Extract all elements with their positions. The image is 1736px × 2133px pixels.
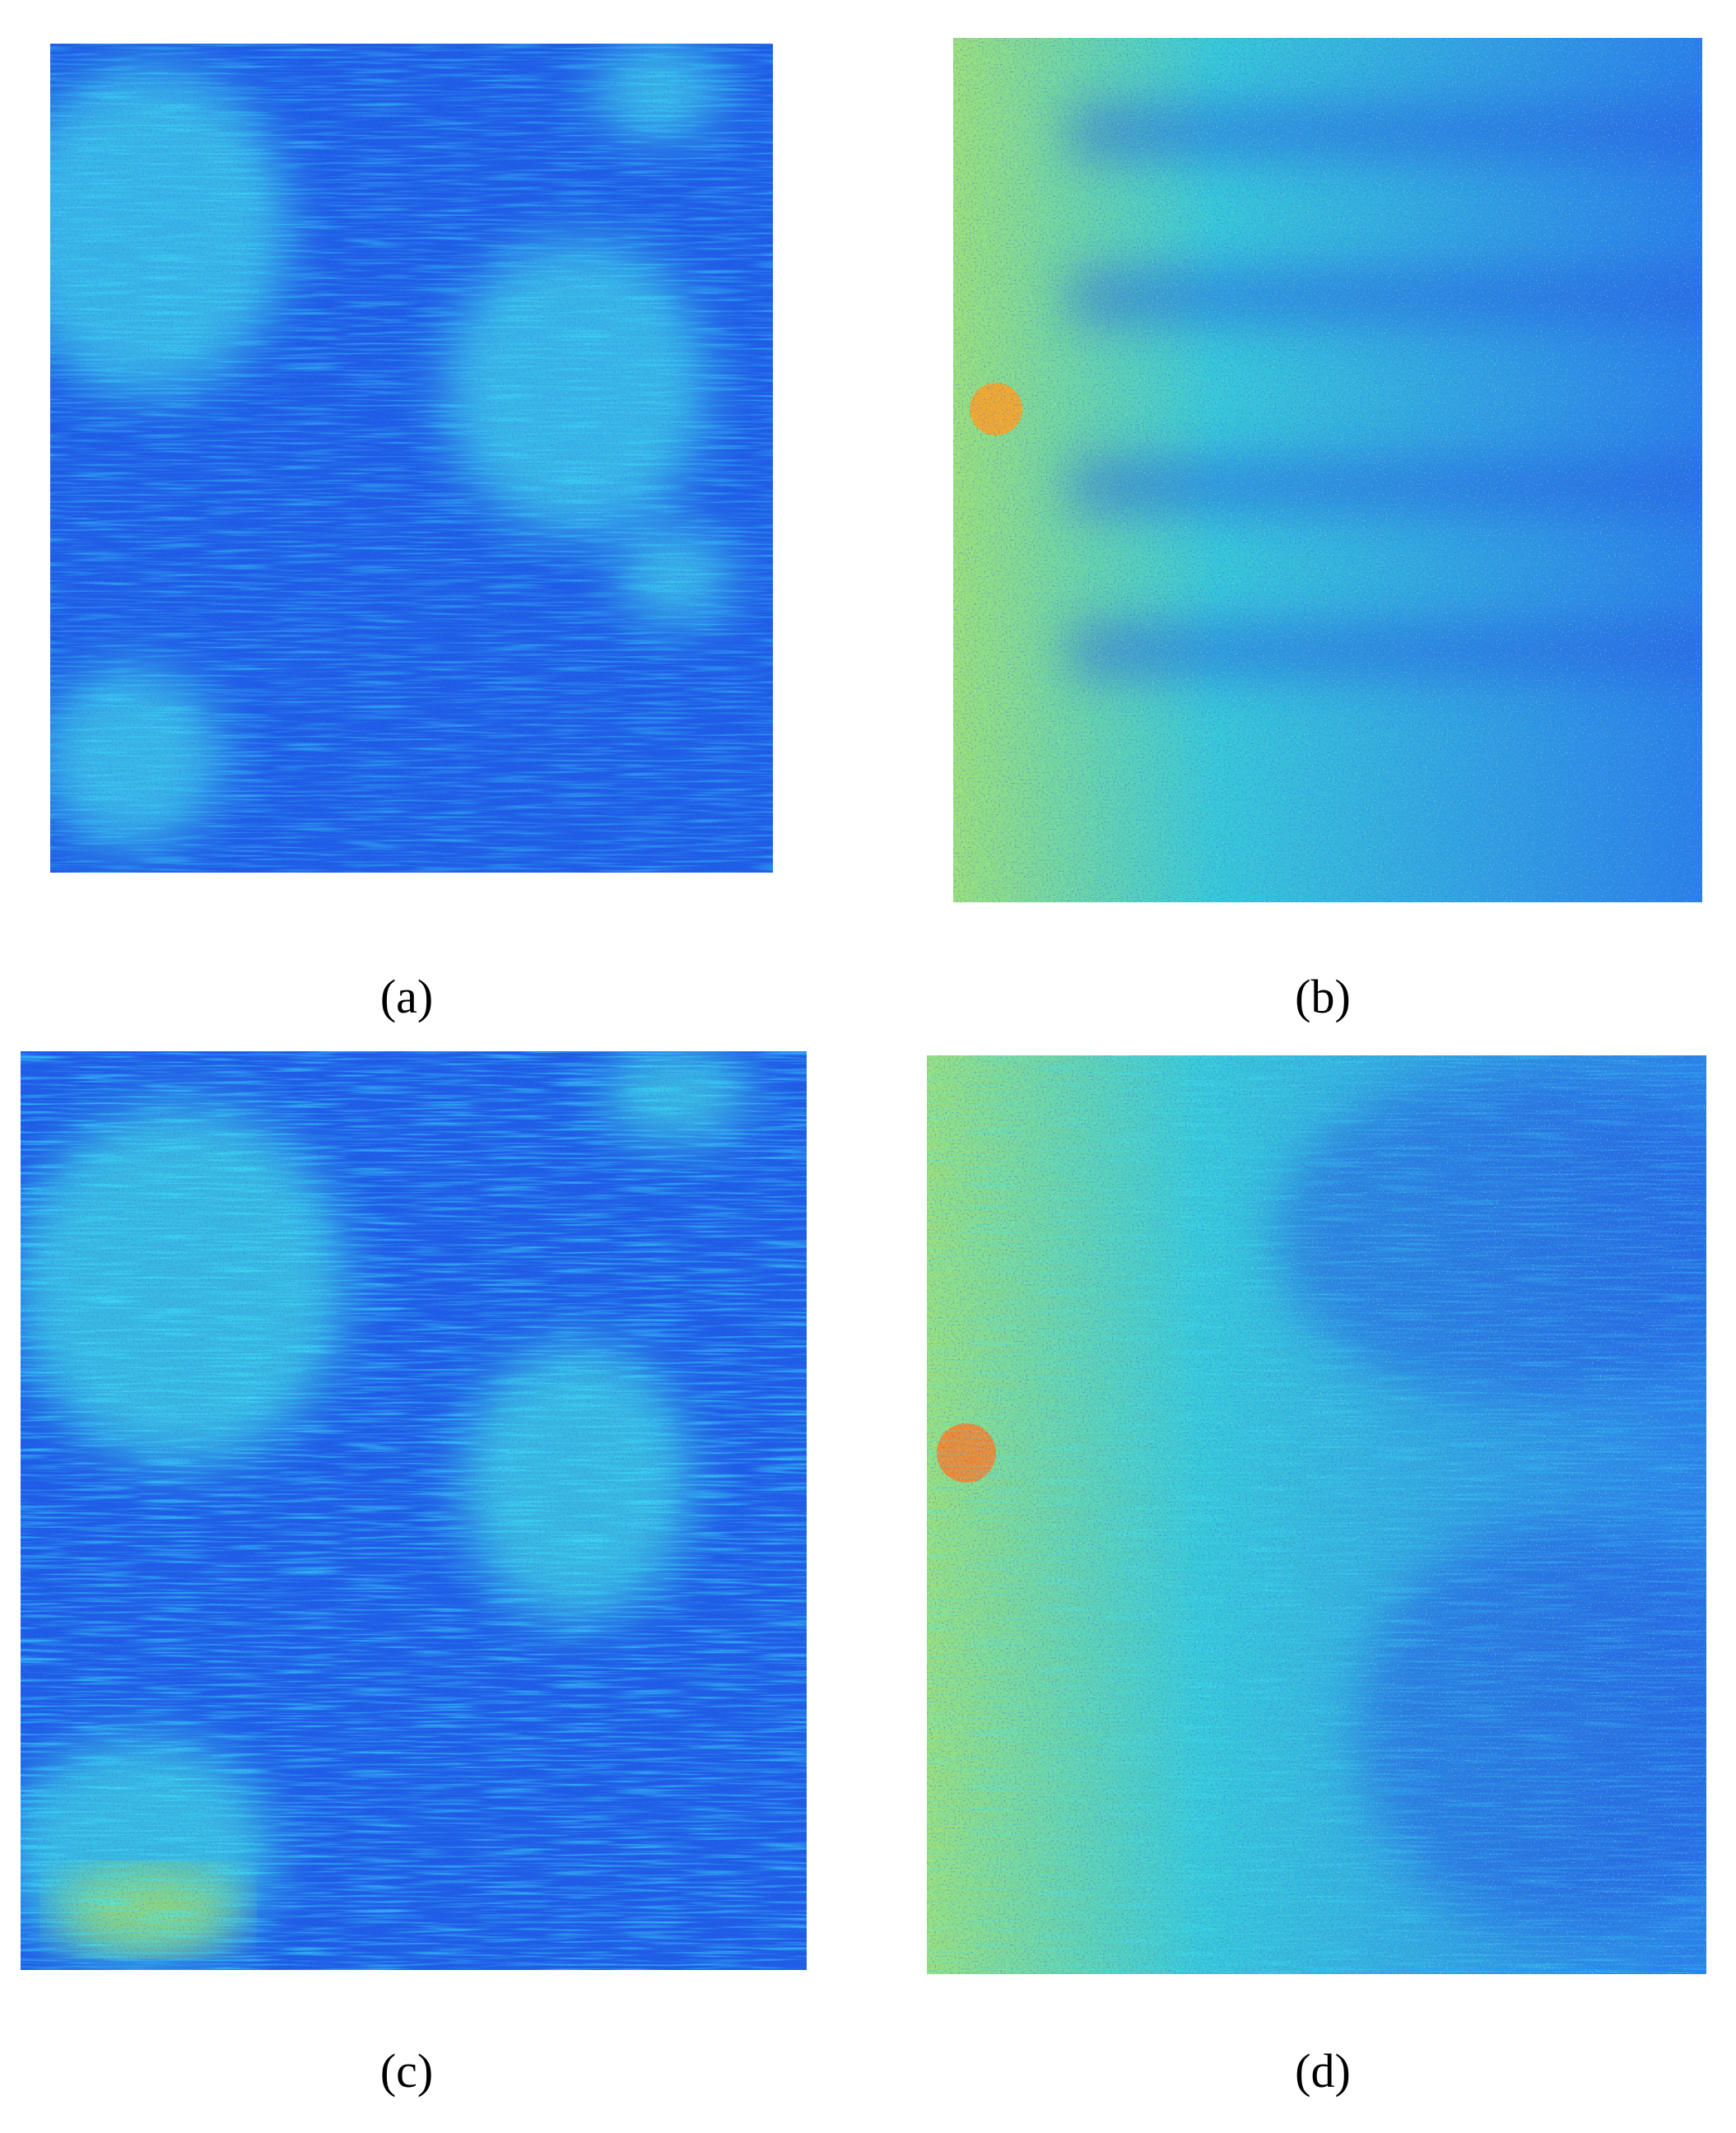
panel-d-image xyxy=(927,1055,1706,1974)
panel-label: (c) xyxy=(380,2044,433,2098)
panel-label: (d) xyxy=(1295,2044,1351,2098)
panel-b-image xyxy=(953,38,1702,902)
panel-a-image xyxy=(50,44,773,873)
panel-label: (a) xyxy=(380,970,433,1023)
panel-c-image xyxy=(21,1051,807,1970)
panel-label: (b) xyxy=(1295,970,1351,1023)
